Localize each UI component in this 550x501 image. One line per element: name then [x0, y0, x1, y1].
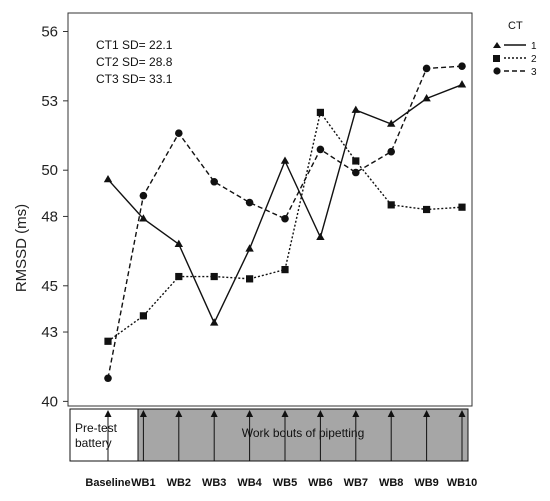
timeline-arrowhead-wb5 — [281, 410, 289, 417]
pre-test-label-line1: Pre-test — [75, 421, 118, 435]
point-ct1-wb6 — [316, 232, 325, 241]
series-layer — [103, 62, 467, 383]
x-tick-label-wb6: WB6 — [308, 477, 332, 489]
timeline-arrowhead-wb6 — [316, 410, 324, 417]
series-line-ct1 — [107, 84, 463, 325]
pre-test-label-line2: battery — [75, 436, 112, 450]
series-ct1 — [103, 80, 467, 326]
point-ct3-wb8 — [387, 147, 396, 156]
x-tick-label-wb4: WB4 — [237, 477, 262, 489]
legend-entry-1: 1 — [493, 41, 537, 52]
point-ct1-wb9 — [422, 94, 431, 102]
point-ct1-wb7 — [351, 105, 360, 113]
timeline-arrowhead-wb4 — [246, 410, 254, 417]
series-line-ct2 — [107, 110, 463, 342]
timeline-arrowhead-wb1 — [139, 410, 147, 417]
point-ct1-wb5 — [280, 156, 290, 164]
point-ct3-wb2 — [175, 129, 183, 138]
x-tick-label-baseline: Baseline — [85, 477, 130, 489]
legend-label-1: 1 — [531, 41, 537, 52]
point-ct1-wb3 — [210, 318, 219, 326]
series-ct2 — [104, 108, 466, 345]
work-bouts-label: Work bouts of pipetting — [242, 426, 365, 440]
point-ct3-wb5 — [281, 214, 289, 223]
x-tick-label-wb9: WB9 — [414, 477, 438, 489]
point-ct2-wb9 — [423, 205, 431, 214]
timeline-arrowhead-wb2 — [175, 410, 183, 417]
timeline-arrowhead-wb3 — [210, 410, 218, 417]
point-ct3-wb3 — [210, 177, 218, 186]
legend-label-2: 2 — [531, 54, 537, 65]
y-axis: 40 43 45 48 50 53 56 — [41, 23, 68, 410]
y-tick-label-2: 45 — [41, 278, 58, 295]
x-tick-label-wb1: WB1 — [131, 477, 155, 489]
legend-marker-circle — [493, 67, 501, 75]
point-ct2-wb2 — [175, 272, 183, 281]
point-ct3-wb7 — [352, 168, 360, 177]
legend: CT 1 2 3 — [493, 20, 537, 78]
timeline-arrowhead-wb9 — [423, 410, 431, 417]
x-tick-label-wb3: WB3 — [202, 477, 226, 489]
point-ct2-wb3 — [210, 272, 218, 281]
point-ct3-baseline — [104, 374, 112, 383]
annotation-sd-ct1: CT1 SD= 22.1 — [96, 38, 173, 52]
legend-title: CT — [508, 20, 523, 32]
point-ct1-wb1 — [139, 214, 148, 222]
timeline-arrowhead-wb7 — [352, 410, 360, 417]
point-ct2-wb10 — [458, 203, 466, 211]
point-ct2-wb5 — [281, 266, 289, 274]
point-ct2-wb7 — [352, 157, 360, 165]
point-ct3-wb9 — [422, 64, 431, 73]
annotation-sd-ct3: CT3 SD= 33.1 — [96, 72, 173, 86]
point-ct1-baseline — [103, 174, 113, 183]
legend-marker-square — [493, 55, 500, 62]
point-ct3-wb1 — [139, 191, 148, 200]
y-tick-label-3: 48 — [41, 208, 58, 225]
point-ct1-wb10 — [457, 80, 467, 88]
timeline-arrowhead-wb10 — [458, 410, 466, 417]
point-ct2-baseline — [104, 337, 112, 345]
point-ct1-wb4 — [245, 244, 254, 252]
timeline-arrows — [104, 410, 466, 461]
point-ct2-wb8 — [387, 201, 395, 209]
y-tick-label-0: 40 — [41, 393, 58, 410]
legend-entry-3: 3 — [493, 67, 537, 78]
point-ct2-wb1 — [139, 312, 147, 320]
series-ct3 — [104, 62, 466, 383]
x-axis: Baseline WB1 WB2 WB3 WB4 WB5 WB6 WB7 WB8 WB9 WB10 — [85, 477, 477, 489]
timeline: Pre-test battery Work bouts of pipetting — [69, 408, 469, 462]
x-tick-label-wb7: WB7 — [344, 477, 368, 489]
legend-entry-2: 2 — [493, 54, 537, 65]
legend-label-3: 3 — [531, 67, 537, 78]
point-ct3-wb4 — [245, 198, 254, 207]
legend-marker-triangle — [493, 42, 501, 48]
pre-test-box — [69, 408, 139, 462]
y-axis-label: RMSSD (ms) — [13, 204, 30, 292]
timeline-arrowhead-baseline — [104, 410, 112, 417]
point-ct2-wb4 — [246, 275, 254, 283]
x-tick-label-wb5: WB5 — [273, 477, 297, 489]
y-tick-label-1: 43 — [41, 324, 58, 341]
x-tick-label-wb8: WB8 — [379, 477, 403, 489]
timeline-arrowhead-wb8 — [387, 410, 395, 417]
point-ct3-wb10 — [458, 62, 466, 70]
point-ct1-wb8 — [387, 119, 396, 127]
annotation-sd-ct2: CT2 SD= 28.8 — [96, 55, 173, 69]
series-line-ct3 — [107, 65, 463, 379]
plot-frame — [67, 12, 473, 407]
y-tick-label-5: 53 — [41, 93, 58, 110]
point-ct3-wb6 — [316, 145, 325, 154]
x-tick-label-wb10: WB10 — [447, 477, 478, 489]
point-ct2-wb6 — [316, 108, 324, 117]
work-bouts-box — [137, 408, 469, 462]
y-tick-label-4: 50 — [41, 162, 58, 179]
x-tick-label-wb2: WB2 — [167, 477, 191, 489]
point-ct1-wb2 — [174, 239, 183, 247]
y-tick-label-6: 56 — [41, 23, 58, 40]
